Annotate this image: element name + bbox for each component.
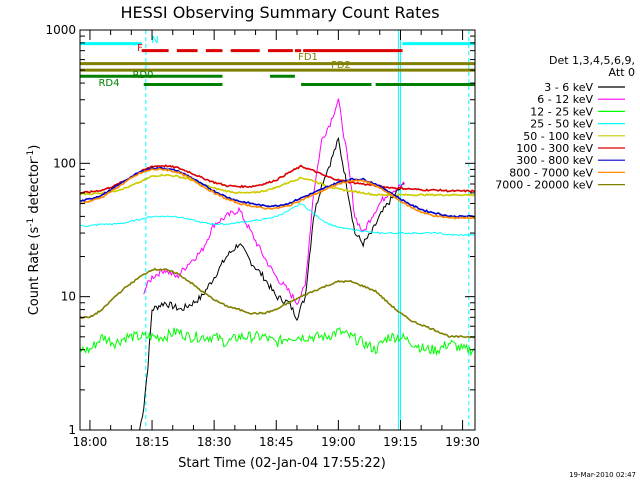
x-tick-label-4: 19:00 (321, 435, 356, 449)
legend-label-0: 3 - 6 keV (544, 81, 593, 94)
series-line-1 (143, 98, 406, 306)
legend-label-8: 7000 - 20000 keV (495, 179, 593, 192)
series-line-2 (79, 326, 476, 357)
chart-title: HESSI Observing Summary Count Rates (120, 3, 439, 22)
y-axis-label: Count Rate (s-1 detector-1) (26, 145, 42, 316)
y-tick-label-0: 1 (68, 423, 76, 437)
x-tick-label-3: 18:45 (259, 435, 294, 449)
y-axis-label-sup2: -1 (26, 150, 36, 159)
x-tick-label-5: 19:15 (383, 435, 418, 449)
series-line-0 (139, 136, 405, 431)
plot-frame (79, 29, 476, 431)
x-axis-label: Start Time (02-Jan-04 17:55:22) (178, 456, 386, 471)
flag-label-rd0: RD0 (132, 70, 153, 81)
flag-label-rd4: RD4 (98, 78, 119, 89)
series-line-5 (79, 164, 476, 194)
y-axis-label-mid: detector (27, 158, 42, 218)
legend-label-4: 50 - 100 keV (523, 130, 593, 143)
legend-label-6: 300 - 800 keV (516, 154, 593, 167)
plot-area: NF FD1 FD2 RD0 RD4 (79, 30, 476, 431)
legend-label-3: 25 - 50 keV (530, 118, 593, 131)
x-tick-label-1: 18:15 (135, 435, 170, 449)
flag-label-f: F (137, 43, 143, 54)
flag-label-n: N (151, 35, 158, 46)
legend-title-line2: Att 0 (609, 66, 635, 79)
series-line-8 (79, 267, 476, 339)
x-tick-label-0: 18:00 (73, 435, 108, 449)
series-line-3 (79, 202, 476, 237)
y-axis-label-end: ) (27, 145, 42, 150)
legend-title-line1: Det 1,3,4,5,6,9, (549, 54, 635, 67)
y-tick-label-3: 1000 (45, 23, 76, 37)
legend-label-1: 6 - 12 keV (537, 93, 593, 106)
legend-label-2: 12 - 25 keV (530, 105, 593, 118)
y-axis-label-sup1: -1 (26, 218, 36, 227)
series-line-4 (79, 173, 476, 197)
footer-date: 19-Mar-2010 02:47 (569, 471, 636, 479)
flag-label-fd2: FD2 (331, 60, 351, 71)
axes: 1 10 100 1000 18:00 18:15 18:30 18:45 19:00 19:15… (45, 23, 479, 449)
x-tick-label-2: 18:30 (197, 435, 232, 449)
y-tick-label-2: 100 (53, 156, 76, 170)
y-axis-label-main: Count Rate (s (27, 227, 42, 316)
x-tick-label-6: 19:30 (445, 435, 480, 449)
legend-label-5: 100 - 300 keV (516, 142, 593, 155)
y-tick-label-1: 10 (61, 290, 76, 304)
series-line-7 (79, 167, 476, 220)
flag-label-fd1: FD1 (298, 52, 318, 63)
legend-label-7: 800 - 7000 keV (509, 166, 593, 179)
